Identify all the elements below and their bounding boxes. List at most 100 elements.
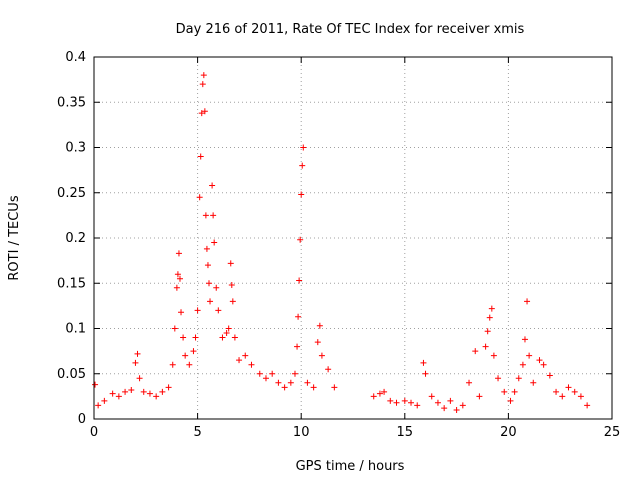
x-tick-label: 25 bbox=[604, 425, 621, 440]
data-point bbox=[169, 361, 176, 368]
x-tick-label: 0 bbox=[90, 425, 98, 440]
y-tick-label: 0.15 bbox=[57, 276, 86, 291]
data-point bbox=[490, 352, 497, 359]
data-point bbox=[182, 352, 189, 359]
grid-lines bbox=[94, 57, 612, 419]
data-point bbox=[95, 402, 102, 409]
data-point bbox=[422, 370, 429, 377]
data-point bbox=[553, 388, 560, 395]
data-points bbox=[92, 72, 591, 413]
data-point bbox=[262, 375, 269, 382]
data-point bbox=[296, 277, 303, 284]
data-point bbox=[178, 309, 185, 316]
data-point bbox=[132, 359, 139, 366]
data-point bbox=[223, 330, 230, 337]
y-axis-label: ROTI / TECUs bbox=[7, 195, 22, 280]
data-point bbox=[428, 393, 435, 400]
data-point bbox=[171, 325, 178, 332]
y-tick-label: 0 bbox=[78, 412, 86, 427]
data-point bbox=[501, 388, 508, 395]
data-point bbox=[209, 182, 216, 189]
data-point bbox=[202, 212, 209, 219]
data-point bbox=[536, 357, 543, 364]
data-point bbox=[325, 366, 332, 373]
data-point bbox=[269, 370, 276, 377]
data-point bbox=[190, 348, 197, 355]
data-point bbox=[318, 352, 325, 359]
data-point bbox=[92, 381, 99, 388]
data-point bbox=[387, 397, 394, 404]
chart-title: Day 216 of 2011, Rate Of TEC Index for r… bbox=[176, 22, 525, 37]
data-point bbox=[122, 388, 129, 395]
x-tick-label: 10 bbox=[293, 425, 310, 440]
data-point bbox=[370, 393, 377, 400]
axis-ticks: 0 5 10 15 20 25 0 0.05 0.1 0.15 0.2 0.25 0.3 0.35 0.4 bbox=[57, 50, 620, 440]
data-point bbox=[420, 359, 427, 366]
data-point bbox=[165, 384, 172, 391]
data-point bbox=[136, 375, 143, 382]
data-point bbox=[524, 298, 531, 305]
data-point bbox=[507, 397, 514, 404]
data-point bbox=[515, 375, 522, 382]
data-point bbox=[207, 298, 214, 305]
data-point bbox=[331, 384, 338, 391]
data-point bbox=[441, 405, 448, 412]
data-point bbox=[180, 334, 187, 341]
data-point bbox=[314, 339, 321, 346]
data-point bbox=[300, 144, 307, 151]
data-point bbox=[228, 282, 235, 289]
data-point bbox=[304, 379, 311, 386]
data-point bbox=[295, 313, 302, 320]
x-tick-label: 15 bbox=[397, 425, 414, 440]
data-point bbox=[482, 343, 489, 350]
data-point bbox=[203, 245, 210, 252]
data-point bbox=[401, 397, 408, 404]
data-point bbox=[236, 357, 243, 364]
data-point bbox=[559, 393, 566, 400]
data-point bbox=[291, 370, 298, 377]
data-point bbox=[134, 350, 141, 357]
data-point bbox=[204, 262, 211, 269]
data-point bbox=[205, 280, 212, 287]
data-point bbox=[199, 81, 206, 88]
data-point bbox=[476, 393, 483, 400]
data-point bbox=[495, 375, 502, 382]
data-point bbox=[434, 399, 441, 406]
data-point bbox=[215, 307, 222, 314]
data-point bbox=[466, 379, 473, 386]
data-point bbox=[159, 388, 166, 395]
data-point bbox=[109, 390, 116, 397]
data-point bbox=[294, 343, 301, 350]
data-point bbox=[153, 393, 160, 400]
y-tick-label: 0.35 bbox=[57, 95, 86, 110]
x-axis-label: GPS time / hours bbox=[296, 459, 405, 474]
data-point bbox=[281, 384, 288, 391]
data-point bbox=[194, 307, 201, 314]
data-point bbox=[530, 379, 537, 386]
data-point bbox=[310, 384, 317, 391]
data-point bbox=[101, 397, 108, 404]
data-point bbox=[484, 328, 491, 335]
data-point bbox=[472, 348, 479, 355]
data-point bbox=[511, 388, 518, 395]
data-point bbox=[146, 390, 153, 397]
data-point bbox=[192, 334, 199, 341]
data-point bbox=[175, 250, 182, 257]
data-point bbox=[316, 322, 323, 329]
data-point bbox=[297, 236, 304, 243]
x-tick-label: 5 bbox=[193, 425, 201, 440]
data-point bbox=[211, 239, 218, 246]
data-point bbox=[546, 372, 553, 379]
data-point bbox=[242, 352, 249, 359]
data-point bbox=[565, 384, 572, 391]
data-point bbox=[486, 314, 493, 321]
data-point bbox=[459, 402, 466, 409]
data-point bbox=[376, 390, 383, 397]
data-point bbox=[115, 393, 122, 400]
data-point bbox=[231, 334, 238, 341]
data-point bbox=[173, 284, 180, 291]
data-point bbox=[447, 397, 454, 404]
y-tick-label: 0.25 bbox=[57, 186, 86, 201]
data-point bbox=[229, 298, 236, 305]
y-tick-label: 0.1 bbox=[65, 322, 86, 337]
